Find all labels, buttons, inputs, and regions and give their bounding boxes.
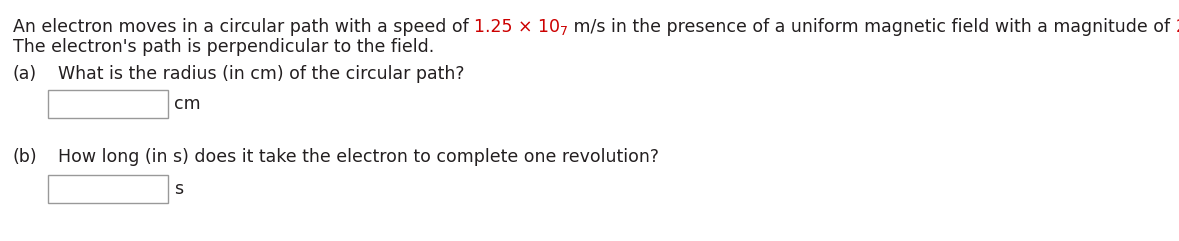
Text: s: s — [174, 180, 183, 198]
Text: 7: 7 — [560, 25, 568, 38]
Text: How long (in s) does it take the electron to complete one revolution?: How long (in s) does it take the electro… — [58, 148, 659, 166]
Text: m/s in the presence of a uniform magnetic field with a magnitude of: m/s in the presence of a uniform magneti… — [568, 18, 1175, 36]
Text: An electron moves in a circular path with a speed of: An electron moves in a circular path wit… — [13, 18, 474, 36]
Text: (a): (a) — [13, 65, 37, 83]
Text: 2.02: 2.02 — [1175, 18, 1179, 36]
Bar — [48, 90, 167, 118]
Bar — [48, 175, 167, 203]
Text: cm: cm — [174, 95, 200, 113]
Text: The electron's path is perpendicular to the field.: The electron's path is perpendicular to … — [13, 38, 434, 56]
Text: (b): (b) — [13, 148, 38, 166]
Text: 1.25 × 10: 1.25 × 10 — [474, 18, 560, 36]
Text: What is the radius (in cm) of the circular path?: What is the radius (in cm) of the circul… — [58, 65, 465, 83]
